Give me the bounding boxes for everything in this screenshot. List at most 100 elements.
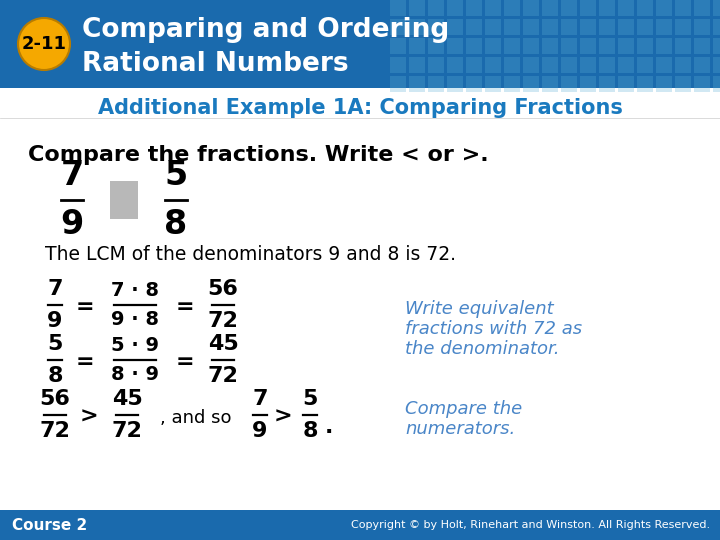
Bar xyxy=(637,76,653,92)
Text: >: > xyxy=(274,407,292,427)
Text: 5: 5 xyxy=(164,159,188,192)
Text: 8: 8 xyxy=(164,208,188,241)
Text: =: = xyxy=(176,297,194,317)
Circle shape xyxy=(18,18,70,70)
Bar xyxy=(599,0,615,16)
Bar xyxy=(542,19,558,35)
Text: 72: 72 xyxy=(40,421,71,441)
Bar xyxy=(694,57,710,73)
Text: 72: 72 xyxy=(112,421,143,441)
Text: .: . xyxy=(325,417,333,437)
Bar xyxy=(675,57,691,73)
Bar xyxy=(428,0,444,16)
Bar xyxy=(675,19,691,35)
Text: Course 2: Course 2 xyxy=(12,517,87,532)
Text: 5: 5 xyxy=(302,389,318,409)
Bar xyxy=(694,0,710,16)
Text: Additional Example 1A: Comparing Fractions: Additional Example 1A: Comparing Fractio… xyxy=(98,98,622,118)
Text: Copyright © by Holt, Rinehart and Winston. All Rights Reserved.: Copyright © by Holt, Rinehart and Winsto… xyxy=(351,520,710,530)
Bar xyxy=(618,0,634,16)
Text: 8 · 9: 8 · 9 xyxy=(111,365,159,384)
Bar xyxy=(599,19,615,35)
Bar xyxy=(485,76,501,92)
Bar xyxy=(618,76,634,92)
Text: Compare the fractions. Write < or >.: Compare the fractions. Write < or >. xyxy=(28,145,489,165)
Bar xyxy=(713,38,720,54)
Text: 56: 56 xyxy=(207,279,238,299)
Bar xyxy=(580,76,596,92)
Text: fractions with 72 as: fractions with 72 as xyxy=(405,320,582,338)
Text: 72: 72 xyxy=(207,311,238,331)
Text: 72: 72 xyxy=(207,366,238,386)
Bar xyxy=(694,38,710,54)
Bar xyxy=(428,38,444,54)
Bar xyxy=(713,19,720,35)
Bar xyxy=(485,57,501,73)
Bar xyxy=(409,38,425,54)
Bar xyxy=(675,38,691,54)
Bar xyxy=(618,19,634,35)
Bar xyxy=(466,38,482,54)
Bar xyxy=(523,0,539,16)
Bar xyxy=(618,57,634,73)
Text: 7: 7 xyxy=(252,389,268,409)
Bar xyxy=(637,57,653,73)
Bar xyxy=(0,0,720,88)
Bar xyxy=(675,76,691,92)
Bar xyxy=(409,0,425,16)
Bar xyxy=(523,38,539,54)
Bar xyxy=(504,57,520,73)
Bar xyxy=(485,38,501,54)
Bar xyxy=(409,19,425,35)
Bar xyxy=(390,57,406,73)
Bar xyxy=(485,0,501,16)
Bar xyxy=(580,0,596,16)
Text: The LCM of the denominators 9 and 8 is 72.: The LCM of the denominators 9 and 8 is 7… xyxy=(45,246,456,265)
Bar xyxy=(675,0,691,16)
Bar xyxy=(504,19,520,35)
Bar xyxy=(409,57,425,73)
Text: , and so: , and so xyxy=(160,409,232,427)
Bar xyxy=(713,57,720,73)
Bar xyxy=(390,76,406,92)
Text: 7: 7 xyxy=(48,279,63,299)
Bar xyxy=(504,38,520,54)
Bar xyxy=(694,19,710,35)
Text: 8: 8 xyxy=(302,421,318,441)
Bar xyxy=(599,76,615,92)
Bar xyxy=(0,510,720,540)
Bar xyxy=(390,38,406,54)
Bar xyxy=(599,38,615,54)
Text: 9 · 8: 9 · 8 xyxy=(111,310,159,329)
Bar xyxy=(428,19,444,35)
Bar xyxy=(466,76,482,92)
Bar xyxy=(447,76,463,92)
Bar xyxy=(542,76,558,92)
Bar xyxy=(428,76,444,92)
Bar xyxy=(523,76,539,92)
Text: 45: 45 xyxy=(207,334,238,354)
Bar xyxy=(580,19,596,35)
Text: =: = xyxy=(76,297,94,317)
Text: Write equivalent: Write equivalent xyxy=(405,300,554,318)
Bar xyxy=(390,0,406,16)
Bar xyxy=(656,19,672,35)
Bar xyxy=(447,19,463,35)
Bar xyxy=(637,0,653,16)
Text: 7: 7 xyxy=(60,159,84,192)
Bar xyxy=(390,19,406,35)
Bar xyxy=(523,19,539,35)
Bar xyxy=(542,38,558,54)
Text: 5 · 9: 5 · 9 xyxy=(111,336,159,355)
Bar xyxy=(618,38,634,54)
Bar xyxy=(466,19,482,35)
Bar xyxy=(110,181,138,219)
Text: Rational Numbers: Rational Numbers xyxy=(82,51,348,77)
Text: 45: 45 xyxy=(112,389,143,409)
Text: 56: 56 xyxy=(40,389,71,409)
Bar xyxy=(542,0,558,16)
Text: numerators.: numerators. xyxy=(405,420,516,438)
Text: 5: 5 xyxy=(48,334,63,354)
Bar xyxy=(694,76,710,92)
Text: >: > xyxy=(80,407,99,427)
